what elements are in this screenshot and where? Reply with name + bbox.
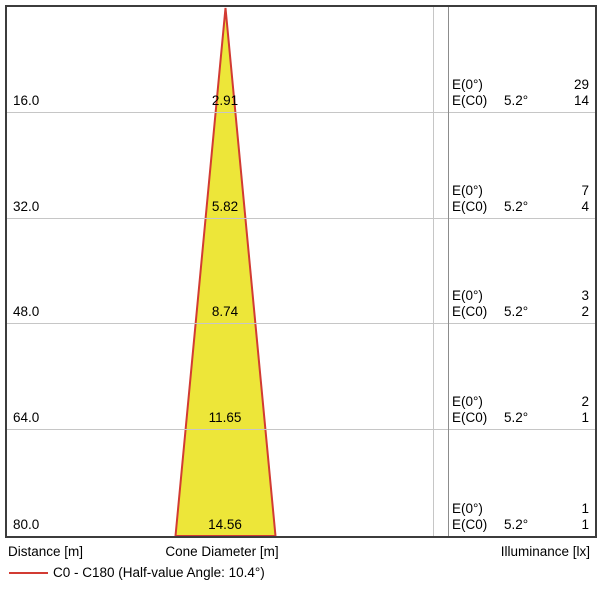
e0-line: E(0°) 2 — [452, 394, 589, 410]
half-angle-value: 5.2° — [504, 304, 529, 320]
half-angle-value: 5.2° — [504, 410, 529, 426]
e0-value: 29 — [573, 76, 589, 92]
table-row: 32.0 5.82 E(0°) 7 E(C0) 5.2° 4 — [7, 113, 595, 219]
legend-label: C0 - C180 (Half-value Angle: 10.4°) — [53, 565, 265, 580]
light-cone-canvas — [174, 7, 277, 536]
column-divider — [433, 7, 434, 536]
angle-spacer — [504, 288, 548, 304]
cone-diagram: 16.0 2.91 E(0°) 29 E(C0) 5.2° 14 32.0 5.… — [5, 5, 597, 538]
e0-label: E(0°) — [452, 394, 483, 410]
ec0-label: E(C0) — [452, 410, 488, 426]
illuminance-block: E(0°) 2 E(C0) 5.2° 1 — [452, 394, 589, 426]
e0-label: E(0°) — [452, 76, 483, 92]
half-angle-value: 5.2° — [504, 198, 529, 214]
legend: C0 - C180 (Half-value Angle: 10.4°) — [9, 565, 265, 580]
e0-value: 2 — [581, 394, 589, 410]
table-row: 80.0 14.56 E(0°) 1 E(C0) 5.2° 1 — [7, 430, 595, 536]
ec0-label: E(C0) — [452, 516, 488, 532]
distance-value: 80.0 — [13, 516, 40, 532]
cone-diameter-value: 5.82 — [211, 198, 239, 214]
table-row: 16.0 2.91 E(0°) 29 E(C0) 5.2° 14 — [7, 7, 595, 113]
angle-spacer — [504, 77, 548, 93]
light-cone — [174, 7, 277, 536]
cone-diameter-value: 2.91 — [211, 92, 239, 108]
distance-value: 32.0 — [13, 198, 40, 214]
e0-value: 7 — [581, 182, 589, 198]
illuminance-block: E(0°) 7 E(C0) 5.2° 4 — [452, 183, 589, 215]
e0-line: E(0°) 7 — [452, 183, 589, 199]
ec0-line: E(C0) 5.2° 4 — [452, 199, 589, 215]
e0-line: E(0°) 29 — [452, 77, 589, 93]
ec0-value: 4 — [581, 198, 589, 214]
ec0-line: E(C0) 5.2° 1 — [452, 410, 589, 426]
cone-diameter-value: 14.56 — [208, 516, 242, 532]
table-row: 64.0 11.65 E(0°) 2 E(C0) 5.2° 1 — [7, 324, 595, 431]
e0-label: E(0°) — [452, 500, 483, 516]
e0-value: 1 — [581, 500, 589, 516]
table-row: 48.0 8.74 E(0°) 3 E(C0) 5.2° 2 — [7, 219, 595, 325]
legend-line-swatch — [9, 571, 48, 574]
distance-value: 16.0 — [13, 92, 40, 108]
half-angle-value: 5.2° — [504, 516, 529, 532]
e0-label: E(0°) — [452, 182, 483, 198]
e0-label: E(0°) — [452, 288, 483, 304]
e0-value: 3 — [581, 288, 589, 304]
illuminance-block: E(0°) 29 E(C0) 5.2° 14 — [452, 77, 589, 109]
ec0-value: 14 — [573, 92, 589, 108]
ec0-line: E(C0) 5.2° 14 — [452, 93, 589, 109]
half-angle-value: 5.2° — [504, 92, 529, 108]
illuminance-block: E(0°) 3 E(C0) 5.2° 2 — [452, 288, 589, 320]
ec0-line: E(C0) 5.2° 2 — [452, 304, 589, 320]
e0-line: E(0°) 1 — [452, 501, 589, 517]
ec0-value: 2 — [581, 304, 589, 320]
distance-axis-label: Distance [m] — [8, 544, 84, 559]
cone-diameter-value: 11.65 — [208, 410, 242, 426]
illuminance-block: E(0°) 1 E(C0) 5.2° 1 — [452, 501, 589, 533]
ec0-label: E(C0) — [452, 198, 488, 214]
angle-spacer — [504, 183, 548, 199]
angle-spacer — [504, 501, 548, 517]
cone-diameter-axis-label: Cone Diameter [m] — [165, 544, 279, 559]
cone-table: 16.0 2.91 E(0°) 29 E(C0) 5.2° 14 32.0 5.… — [7, 7, 595, 536]
illuminance-panel-divider — [448, 7, 449, 536]
ec0-value: 1 — [581, 516, 589, 532]
illuminance-axis-label: Illuminance [lx] — [500, 544, 590, 559]
ec0-value: 1 — [581, 410, 589, 426]
e0-line: E(0°) 3 — [452, 288, 589, 304]
ec0-label: E(C0) — [452, 304, 488, 320]
cone-diameter-value: 8.74 — [211, 304, 239, 320]
distance-value: 48.0 — [13, 304, 40, 320]
distance-value: 64.0 — [13, 410, 40, 426]
ec0-label: E(C0) — [452, 92, 488, 108]
ec0-line: E(C0) 5.2° 1 — [452, 517, 589, 533]
angle-spacer — [504, 394, 548, 410]
